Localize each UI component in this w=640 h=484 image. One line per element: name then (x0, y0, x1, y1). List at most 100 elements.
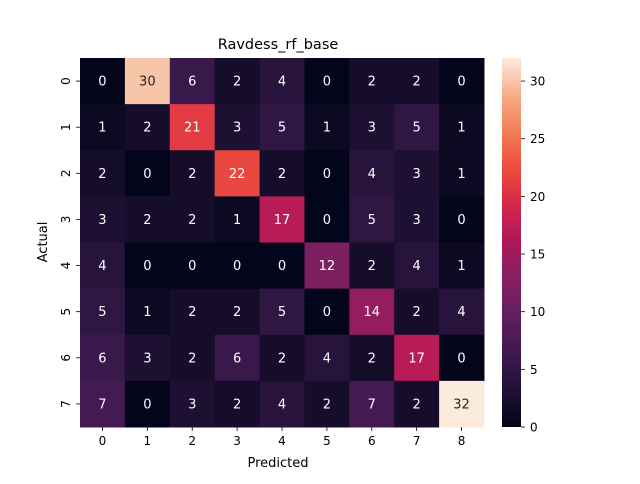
y-tick-label: 5 (59, 308, 73, 316)
heatmap-cell (349, 150, 395, 197)
colorbar: 0 5 10 15 20 25 30 (502, 58, 545, 435)
cell-value-label: 0 (233, 259, 241, 274)
heatmap-cell (124, 58, 171, 105)
heatmap-cell (349, 196, 395, 243)
x-tick-label: 6 (368, 434, 376, 448)
cell-value-label: 3 (413, 167, 421, 182)
cell-value-label: 0 (143, 167, 151, 182)
heatmap-cell (394, 288, 440, 336)
heatmap-cell (304, 58, 350, 105)
heatmap-cell (124, 380, 171, 428)
heatmap-cell (394, 380, 440, 428)
cell-value-label: 4 (413, 259, 421, 274)
cell-value-label: 5 (413, 121, 421, 136)
cell-value-label: 2 (188, 167, 196, 182)
x-tick-label: 3 (233, 434, 241, 448)
heatmap-cell (169, 104, 216, 151)
heatmap-cell (259, 58, 305, 105)
heatmap-cell (124, 334, 171, 382)
colorbar-tick-label: 30 (530, 75, 545, 89)
heatmap-cell (169, 288, 216, 336)
colorbar-tick-label: 5 (530, 363, 538, 377)
cell-value-label: 21 (184, 121, 201, 136)
x-tick-label: 1 (144, 434, 152, 448)
cell-value-label: 17 (408, 351, 425, 366)
heatmap-cell (259, 196, 305, 243)
heatmap-cell (394, 196, 440, 243)
colorbar-tick-label: 20 (530, 190, 545, 204)
cell-value-label: 5 (98, 305, 106, 320)
y-tick-label: 6 (59, 354, 73, 362)
y-tick-label: 1 (59, 123, 73, 131)
cell-value-label: 2 (413, 305, 421, 320)
cell-value-label: 0 (457, 351, 465, 366)
x-tick-label: 7 (413, 434, 421, 448)
cell-value-label: 0 (98, 75, 106, 90)
cell-value-label: 2 (233, 75, 241, 90)
heatmap-cell (259, 104, 305, 151)
heatmap-cell (259, 150, 305, 197)
cell-value-label: 12 (319, 259, 336, 274)
heatmap-cell (304, 104, 350, 151)
heatmap-cell (259, 334, 305, 382)
cell-value-label: 1 (457, 121, 465, 136)
cell-value-label: 5 (278, 305, 286, 320)
cell-value-label: 30 (139, 75, 156, 90)
heatmap-cell (304, 288, 350, 336)
cell-value-label: 1 (98, 121, 106, 136)
heatmap-cell (304, 334, 350, 382)
cell-value-label: 2 (188, 213, 196, 228)
cell-value-label: 3 (143, 351, 151, 366)
heatmap-cell (214, 104, 261, 151)
y-tick-label: 2 (59, 169, 73, 177)
heatmap-cell (439, 242, 485, 290)
heatmap-cell (394, 334, 440, 382)
y-axis-label: Actual (36, 222, 51, 263)
heatmap-cell (349, 104, 395, 151)
cell-value-label: 3 (188, 397, 196, 412)
heatmap-cell (80, 104, 126, 151)
heatmap-cell (259, 380, 305, 428)
cell-value-label: 2 (233, 397, 241, 412)
cell-value-label: 7 (98, 397, 106, 412)
cell-value-label: 6 (98, 351, 106, 366)
cell-value-label: 0 (278, 259, 286, 274)
heatmap-cell (349, 334, 395, 382)
heatmap-cell (214, 58, 261, 105)
x-tick-label: 0 (99, 434, 107, 448)
cell-value-label: 0 (323, 305, 331, 320)
heatmap-cell (80, 288, 126, 336)
cell-value-label: 4 (278, 397, 286, 412)
colorbar-tick-label: 25 (530, 132, 545, 146)
cell-value-label: 6 (188, 75, 196, 90)
heatmap-cell (304, 242, 350, 290)
heatmap-cell (259, 242, 305, 290)
heatmap-cell (214, 150, 261, 197)
cell-value-label: 2 (413, 397, 421, 412)
cell-value-label: 2 (368, 75, 376, 90)
cell-value-label: 2 (278, 167, 286, 182)
cell-value-label: 0 (143, 259, 151, 274)
cell-value-label: 1 (323, 121, 331, 136)
cell-value-label: 2 (188, 351, 196, 366)
y-tick-label: 0 (59, 77, 73, 85)
x-tick-label: 8 (458, 434, 466, 448)
heatmap-cell (124, 150, 171, 197)
cell-value-label: 1 (457, 259, 465, 274)
cell-value-label: 2 (98, 167, 106, 182)
heatmap-cell (439, 334, 485, 382)
cell-value-label: 0 (323, 75, 331, 90)
heatmap-cell (214, 288, 261, 336)
heatmap-cells: 0 30 6 2 4 0 2 2 01 2 21 3 5 1 3 5 12 0 2 22 2 0 4 3 13 2 2 1 17 0 5 3 0… (80, 58, 485, 428)
heatmap-cell (439, 288, 485, 336)
heatmap-cell (80, 196, 126, 243)
cell-value-label: 2 (233, 305, 241, 320)
colorbar-gradient (502, 58, 521, 427)
cell-value-label: 2 (278, 351, 286, 366)
cell-value-label: 3 (98, 213, 106, 228)
heatmap-cell (259, 288, 305, 336)
cell-value-label: 32 (453, 397, 470, 412)
heatmap-cell (169, 150, 216, 197)
cell-value-label: 4 (278, 75, 286, 90)
cell-value-label: 0 (323, 213, 331, 228)
